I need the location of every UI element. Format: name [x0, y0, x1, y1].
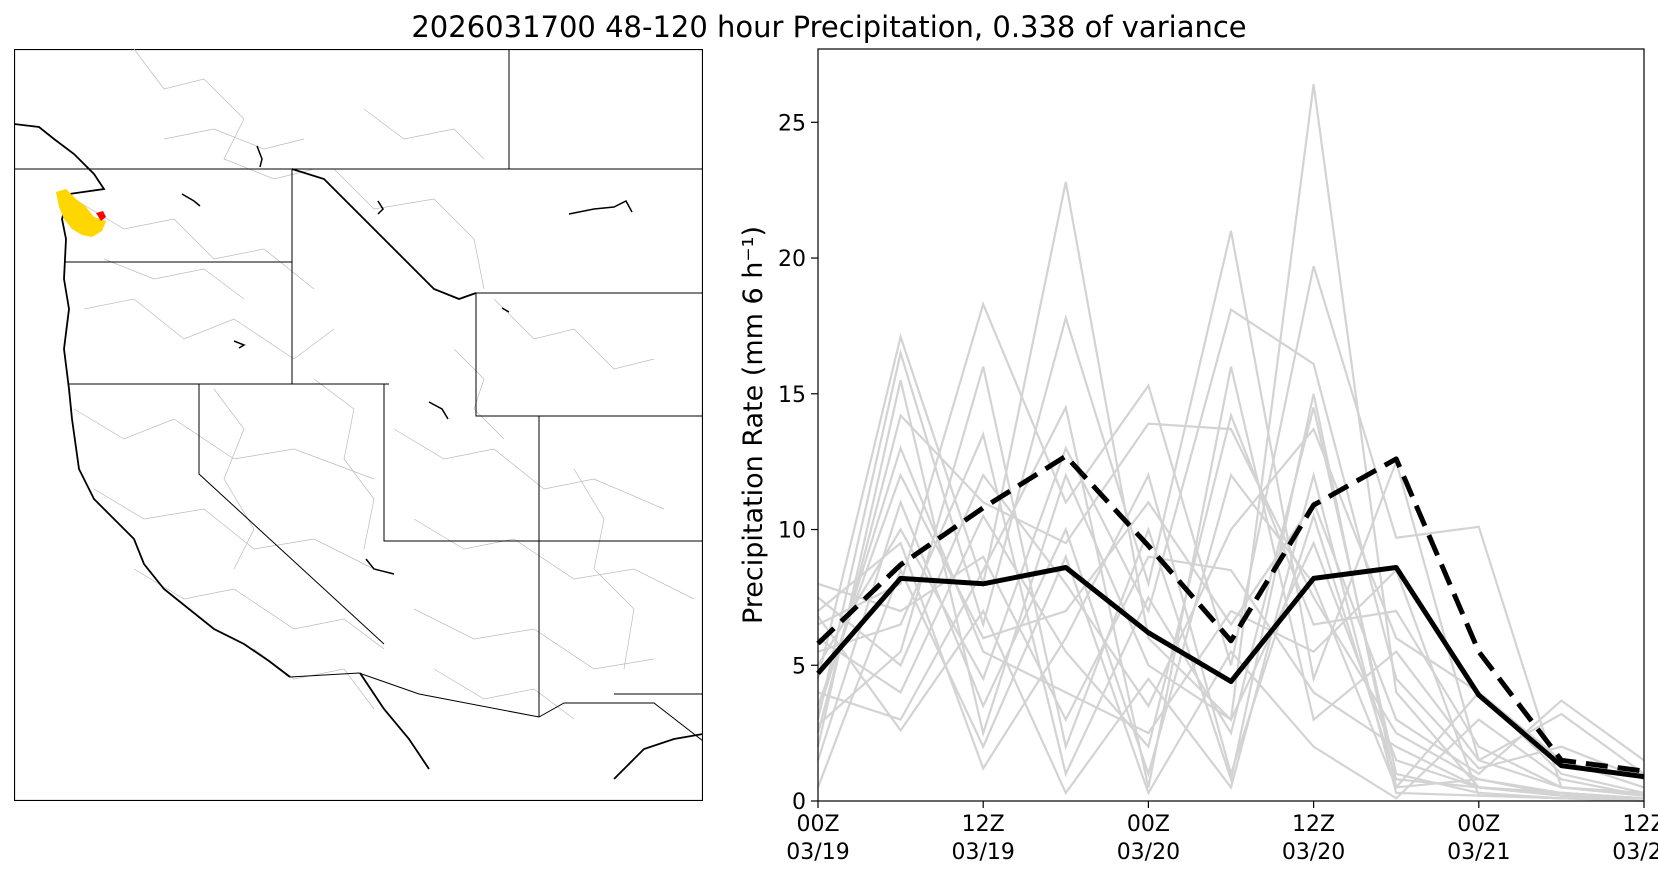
highlight-region	[56, 189, 106, 237]
y-tick-label: 15	[778, 383, 806, 408]
x-tick-label-time: 12Z	[962, 812, 1005, 837]
x-tick-label-time: 12Z	[1622, 812, 1658, 837]
member-line-11	[816, 472, 1645, 790]
state-borders	[14, 49, 703, 742]
y-axis-label: Precipitation Rate (mm 6 h⁻¹)	[738, 226, 769, 624]
mean-lines	[816, 453, 1645, 780]
member-lines	[816, 84, 1645, 803]
y-tick-label: 25	[778, 111, 806, 136]
figure-title: 2026031700 48-120 hour Precipitation, 0.…	[411, 10, 1247, 44]
y-tick-label: 20	[778, 247, 806, 272]
member-line-3	[817, 265, 1645, 794]
coastline	[14, 123, 703, 780]
x-tick-label-date: 03/20	[1117, 840, 1180, 865]
x-tick-label-date: 03/19	[951, 840, 1014, 865]
member-line-13	[817, 366, 1645, 788]
member-line-16	[817, 470, 1645, 803]
x-tick-label-time: 00Z	[1127, 812, 1170, 837]
map-frame	[14, 49, 703, 801]
basin-boundaries	[73, 49, 695, 720]
highlight-primary-region	[56, 189, 106, 237]
x-tick-label-time: 00Z	[796, 812, 839, 837]
x-ticks: 00Z 03/19 12Z 03/19 00Z 03/20 12Z 03/20 00Z 03/21…	[786, 801, 1658, 865]
mean-line	[816, 565, 1645, 780]
x-tick-label-date: 03/19	[786, 840, 849, 865]
x-tick-label-time: 12Z	[1292, 812, 1335, 837]
lakes	[181, 145, 633, 575]
x-tick-label-date: 03/21	[1447, 840, 1510, 865]
y-ticks: 0 5 10 15 20 25	[778, 111, 818, 815]
member-line-2	[816, 230, 1645, 797]
member-line-12	[817, 407, 1644, 800]
y-tick-label: 0	[792, 790, 806, 815]
highlight-core-region	[96, 211, 106, 221]
x-tick-label-time: 00Z	[1457, 812, 1500, 837]
x-tick-label-date: 03/21	[1612, 840, 1658, 865]
member-line-10	[817, 555, 1645, 800]
member-line-18	[817, 366, 1645, 800]
weighted-mean-line	[816, 453, 1645, 774]
plot-frame	[817, 48, 1645, 802]
y-tick-label: 5	[792, 654, 806, 679]
member-line-17	[816, 553, 1645, 800]
x-tick-label-date: 03/20	[1282, 840, 1345, 865]
map-panel	[14, 49, 703, 801]
member-line-14	[817, 472, 1645, 800]
y-tick-label: 10	[778, 519, 806, 544]
